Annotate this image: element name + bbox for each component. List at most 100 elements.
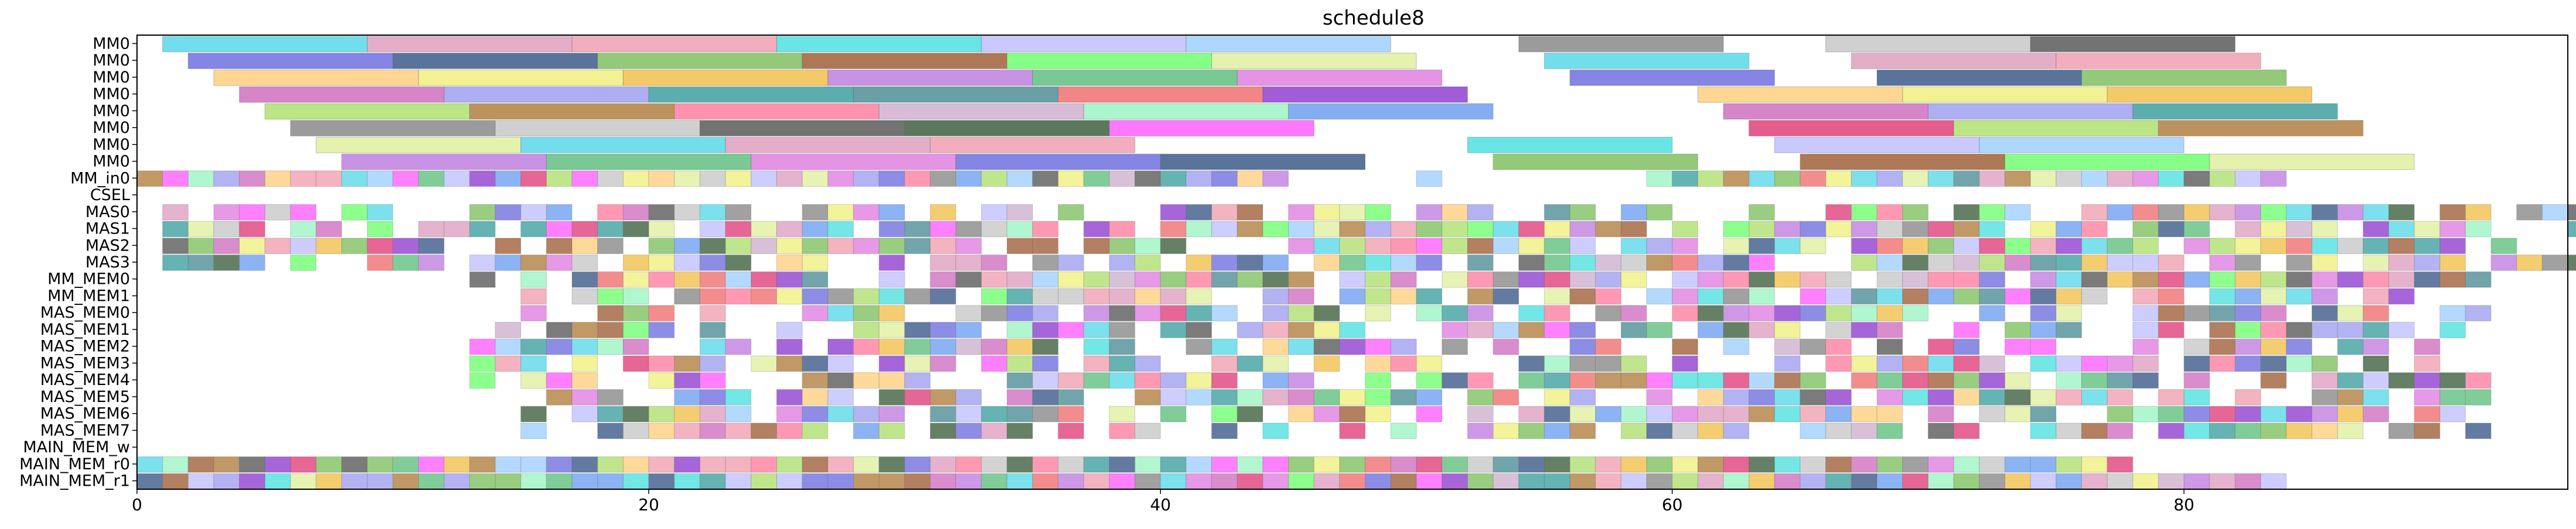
task-cell [622, 271, 649, 288]
y-tick-label: MAS_MEM2 [40, 338, 130, 356]
task-cell [700, 473, 726, 490]
task-cell [546, 338, 573, 355]
task-cell [879, 389, 905, 406]
task-cell [1800, 305, 1827, 322]
task-cell [1697, 406, 1724, 422]
task-cell [1006, 355, 1033, 372]
task-cell [1671, 238, 1698, 255]
task-cell [2056, 288, 2082, 305]
task-cell [622, 406, 649, 422]
task-cell [2030, 456, 2057, 473]
task-cell [1927, 473, 1954, 490]
task-cell [546, 322, 573, 338]
task-bar [1518, 36, 1724, 53]
task-cell [1313, 221, 1340, 238]
task-cell [2541, 255, 2568, 271]
task-cell [1851, 473, 1878, 490]
task-cell [879, 355, 905, 372]
y-tick-label: MAS_MEM0 [40, 304, 130, 322]
task-cell [1109, 406, 1136, 422]
task-cell [879, 204, 905, 221]
task-cell [1570, 204, 1596, 221]
task-cell [981, 288, 1008, 305]
y-tick-label: MM0 [93, 119, 130, 137]
task-cell [1083, 221, 1110, 238]
task-cell [2311, 389, 2338, 406]
task-cell [2056, 221, 2082, 238]
task-cell [2081, 271, 2108, 288]
task-cell [853, 288, 879, 305]
task-cell [1800, 271, 1827, 288]
task-cell [136, 170, 163, 187]
task-cell [904, 322, 931, 338]
task-cell [1697, 322, 1724, 338]
task-cell [2311, 305, 2338, 322]
task-cell [1570, 406, 1596, 422]
task-cell [1876, 238, 1903, 255]
task-cell [1006, 322, 1033, 338]
task-bar [1876, 70, 2082, 86]
task-cell [1441, 372, 1468, 389]
task-bar [2158, 120, 2363, 136]
task-cell [2106, 238, 2133, 255]
task-cell [1160, 389, 1187, 406]
task-cell [1441, 238, 1468, 255]
task-cell [1774, 456, 1801, 473]
task-cell [1109, 170, 1136, 187]
task-cell [1927, 221, 1954, 238]
task-cell [725, 170, 752, 187]
task-cell [1927, 355, 1954, 372]
task-cell [571, 338, 598, 355]
task-cell [418, 473, 444, 490]
task-cell [853, 372, 879, 389]
task-cell [1006, 170, 1033, 187]
task-cell [1825, 204, 1852, 221]
task-cell [648, 271, 675, 288]
task-cell [1006, 406, 1033, 422]
task-bar [2081, 70, 2287, 86]
task-cell [1876, 355, 1903, 372]
task-cell [1135, 238, 1161, 255]
task-cell [1313, 322, 1340, 338]
task-cell [1544, 288, 1571, 305]
task-cell [1876, 456, 1903, 473]
task-cell [1979, 271, 2006, 288]
task-bar [316, 136, 522, 153]
task-cell [2209, 204, 2236, 221]
task-cell [1186, 389, 1212, 406]
task-cell [1109, 305, 1136, 322]
task-cell [904, 389, 931, 406]
task-cell [1902, 288, 1928, 305]
task-cell [469, 338, 496, 355]
task-cell [930, 221, 957, 238]
task-cell [444, 456, 470, 473]
task-cell [2132, 204, 2159, 221]
task-cell [2440, 389, 2466, 406]
task-cell [546, 204, 573, 221]
task-cell [1032, 255, 1059, 271]
task-cell [1109, 288, 1136, 305]
task-cell [2414, 338, 2440, 355]
task-cell [1979, 305, 2006, 322]
task-cell [290, 204, 317, 221]
task-cell [1032, 322, 1059, 338]
task-cell [1927, 288, 1954, 305]
task-cell [904, 355, 931, 372]
task-cell [2465, 389, 2492, 406]
task-cell [2106, 255, 2133, 271]
task-cell [1211, 372, 1238, 389]
task-cell [1211, 338, 1238, 355]
task-cell [239, 170, 265, 187]
task-cell [904, 288, 931, 305]
task-cell [1467, 238, 1493, 255]
task-cell [265, 238, 291, 255]
task-bar [1748, 120, 1954, 136]
task-cell [904, 473, 931, 490]
task-cell [1057, 271, 1084, 288]
task-cell [1902, 456, 1928, 473]
task-cell [2414, 221, 2440, 238]
task-cell [2132, 322, 2159, 338]
task-cell [366, 473, 393, 490]
task-cell [1262, 338, 1289, 355]
task-cell [1774, 170, 1801, 187]
